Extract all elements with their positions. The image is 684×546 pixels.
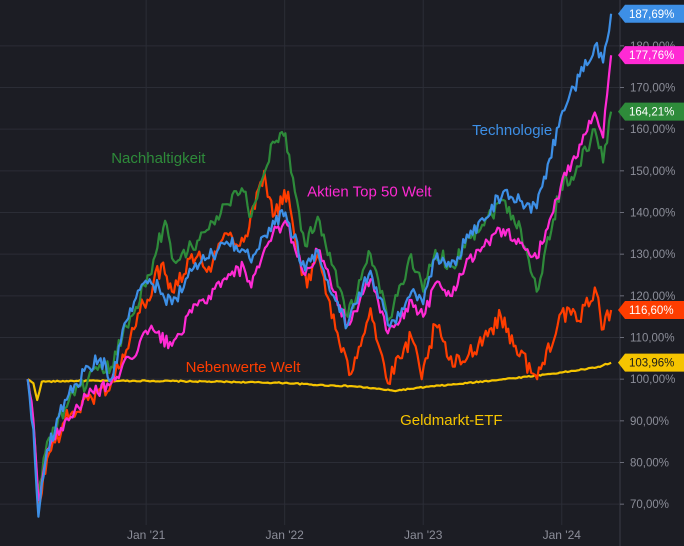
last-value-tag: 177,76% xyxy=(618,46,684,65)
last-value-tag-bg xyxy=(618,102,684,121)
annotation-label: Nachhaltigkeit xyxy=(111,150,206,167)
x-axis: Jan '21 Jan '22 Jan '23 Jan '24 xyxy=(127,528,581,542)
y-tick-label: 80,00% xyxy=(630,458,669,470)
y-tick-label: 130,00% xyxy=(630,249,675,261)
y-tick-label: 100,00% xyxy=(630,374,675,386)
last-value-tag-label: 164,21% xyxy=(629,107,674,119)
y-tick-label: 170,00% xyxy=(630,83,675,95)
last-value-tag: 164,21% xyxy=(618,102,684,121)
annotation-label: Geldmarkt-ETF xyxy=(400,412,503,429)
x-tick-label: Jan '22 xyxy=(266,528,305,542)
y-tick-label: 70,00% xyxy=(630,499,669,511)
last-value-tag: 187,69% xyxy=(618,4,684,23)
last-value-tags: 103,96% 116,60% 164,21% 177,76% 187,69% xyxy=(618,4,684,372)
annotation-label: Aktien Top 50 Welt xyxy=(307,184,432,201)
annotation-label: Nebenwerte Welt xyxy=(186,359,302,376)
grid xyxy=(0,0,620,525)
y-tick-label: 140,00% xyxy=(630,208,675,220)
last-value-tag-label: 103,96% xyxy=(629,358,674,370)
y-tick-label: 150,00% xyxy=(630,166,675,178)
last-value-tag-bg xyxy=(618,4,684,23)
series-lines xyxy=(26,13,613,518)
y-tick-label: 110,00% xyxy=(630,333,675,345)
last-value-tag: 103,96% xyxy=(618,353,684,372)
y-tick-label: 90,00% xyxy=(630,416,669,428)
last-value-tag-bg xyxy=(618,46,684,65)
last-value-tag-label: 187,69% xyxy=(629,9,674,21)
series-line-nebenwerte-welt xyxy=(26,169,613,510)
series-line-technologie xyxy=(26,13,613,518)
annotation-label: Technologie xyxy=(472,122,552,139)
last-value-tag-bg xyxy=(618,353,684,372)
y-tick-label: 120,00% xyxy=(630,291,675,303)
x-tick-label: Jan '21 xyxy=(127,528,166,542)
x-tick-label: Jan '23 xyxy=(404,528,443,542)
last-value-tag-label: 116,60% xyxy=(629,305,674,317)
last-value-tag-label: 177,76% xyxy=(629,50,674,62)
x-tick-label: Jan '24 xyxy=(543,528,582,542)
last-value-tag: 116,60% xyxy=(618,301,684,319)
last-value-tag-bg xyxy=(618,301,684,319)
y-tick-label: 160,00% xyxy=(630,124,675,136)
series-line-geldmarkt-etf xyxy=(27,361,612,402)
annotations: Technologie Nachhaltigkeit Aktien Top 50 W… xyxy=(111,122,552,429)
y-axis: 70,00% 80,00% 90,00% 100,00% 110,00% 120,00% 1… xyxy=(619,0,675,546)
